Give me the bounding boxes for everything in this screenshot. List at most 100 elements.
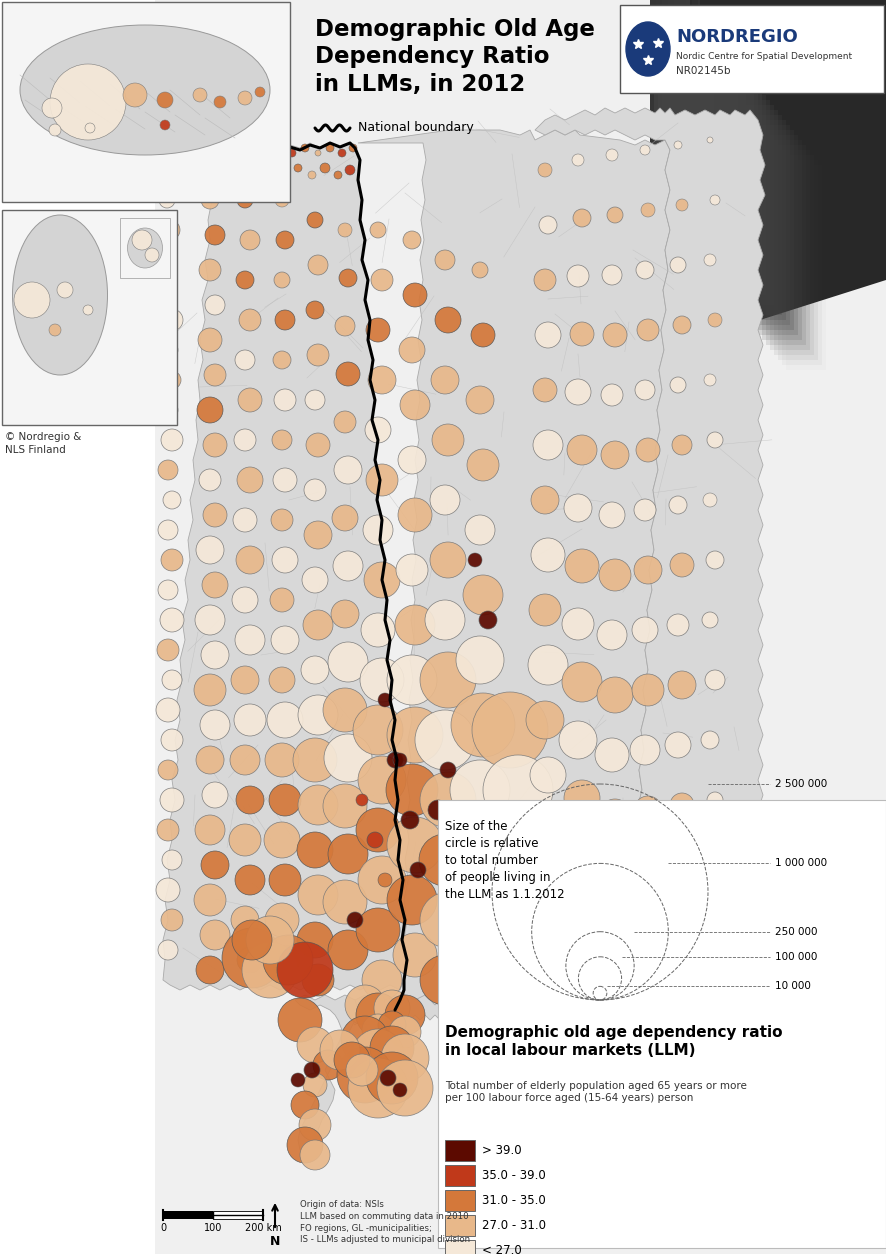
Circle shape [274, 272, 290, 288]
Bar [726, 95, 766, 295]
Circle shape [410, 861, 426, 878]
Circle shape [251, 144, 259, 152]
Circle shape [709, 914, 721, 925]
Bar [716, 0, 722, 267]
Circle shape [468, 1058, 492, 1082]
Circle shape [297, 1027, 333, 1063]
Circle shape [160, 788, 184, 813]
Circle shape [632, 856, 658, 883]
Circle shape [323, 784, 367, 828]
Bar [710, 0, 716, 270]
Circle shape [349, 144, 357, 152]
Bar [686, 45, 726, 245]
Circle shape [607, 207, 623, 223]
Circle shape [468, 553, 482, 567]
Circle shape [360, 658, 404, 702]
Circle shape [703, 493, 717, 507]
Circle shape [196, 956, 224, 984]
Text: Size of the
circle is relative
to total number
of people living in
the LLM as 1.: Size of the circle is relative to total … [445, 820, 564, 902]
Circle shape [705, 976, 715, 984]
Bar [445, 1240, 475, 1254]
Circle shape [277, 942, 333, 998]
Circle shape [161, 909, 183, 930]
Bar [758, 0, 764, 246]
Circle shape [533, 430, 563, 460]
Circle shape [704, 374, 716, 386]
Text: 35.0 - 39.0: 35.0 - 39.0 [482, 1169, 546, 1183]
Bar [722, 90, 762, 290]
Circle shape [415, 710, 475, 770]
Text: 0: 0 [160, 1223, 166, 1233]
Circle shape [203, 433, 227, 456]
Circle shape [352, 1030, 404, 1081]
Circle shape [201, 641, 229, 668]
Circle shape [572, 154, 584, 166]
Circle shape [156, 251, 174, 270]
Bar [782, 0, 788, 234]
Circle shape [393, 1083, 407, 1097]
Circle shape [291, 1073, 305, 1087]
Bar [794, 0, 800, 228]
Circle shape [674, 140, 682, 149]
Bar [766, 145, 806, 345]
Circle shape [393, 933, 437, 977]
Circle shape [467, 449, 499, 482]
Bar [438, 800, 886, 1248]
Circle shape [453, 821, 471, 839]
Circle shape [234, 429, 256, 451]
Circle shape [83, 305, 93, 315]
Circle shape [160, 120, 170, 130]
Circle shape [222, 928, 282, 988]
Circle shape [387, 752, 403, 767]
Circle shape [634, 499, 656, 520]
Text: 31.0 - 35.0: 31.0 - 35.0 [482, 1194, 546, 1208]
Circle shape [670, 257, 686, 273]
Circle shape [328, 642, 368, 682]
Bar [698, 60, 738, 260]
Circle shape [430, 485, 460, 515]
Circle shape [331, 599, 359, 628]
Circle shape [356, 908, 400, 952]
Circle shape [538, 163, 552, 177]
Circle shape [194, 673, 226, 706]
Circle shape [269, 667, 295, 693]
Bar [445, 1190, 475, 1211]
Bar [734, 105, 774, 305]
Circle shape [559, 721, 597, 759]
Circle shape [526, 701, 564, 739]
Circle shape [237, 947, 263, 973]
Circle shape [50, 64, 126, 140]
Circle shape [233, 508, 257, 532]
Circle shape [653, 833, 667, 846]
Circle shape [457, 959, 509, 1011]
Circle shape [472, 262, 488, 278]
Text: National boundary: National boundary [358, 122, 474, 134]
Bar [678, 35, 718, 234]
Bar [670, 25, 710, 224]
Circle shape [334, 411, 356, 433]
Circle shape [534, 270, 556, 291]
Circle shape [320, 1030, 360, 1070]
Circle shape [420, 956, 470, 1004]
Circle shape [400, 390, 430, 420]
Circle shape [562, 662, 602, 702]
Circle shape [478, 813, 542, 877]
Ellipse shape [626, 23, 670, 76]
Circle shape [632, 617, 658, 643]
Circle shape [335, 316, 355, 336]
Circle shape [395, 604, 435, 645]
Circle shape [42, 98, 62, 118]
Circle shape [238, 92, 252, 105]
Circle shape [399, 337, 425, 362]
Circle shape [533, 377, 557, 403]
Circle shape [324, 734, 372, 782]
Circle shape [255, 87, 265, 97]
Circle shape [268, 164, 276, 172]
Circle shape [665, 732, 691, 757]
Circle shape [201, 171, 209, 179]
Ellipse shape [20, 25, 270, 155]
Circle shape [297, 922, 333, 958]
Circle shape [161, 308, 183, 331]
Circle shape [160, 282, 176, 298]
Circle shape [425, 599, 465, 640]
